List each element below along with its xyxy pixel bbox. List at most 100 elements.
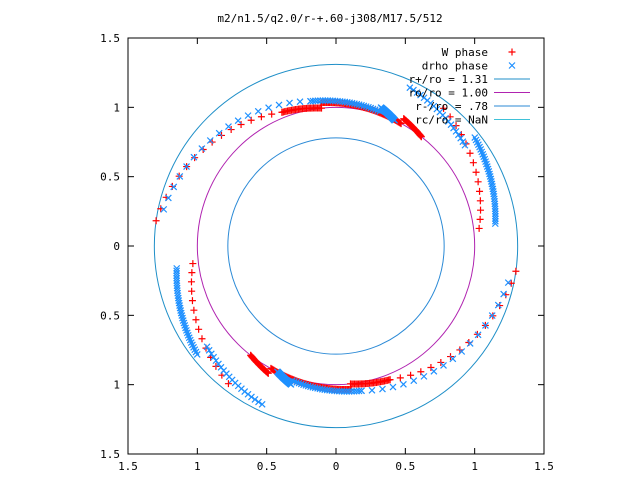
drho-phase-point <box>190 153 198 161</box>
drho-phase-point <box>461 141 469 149</box>
drho-phase-point <box>193 350 201 358</box>
w-phase-point <box>264 369 272 377</box>
w-phase-point <box>477 206 485 214</box>
drho-phase-point <box>376 108 384 115</box>
drho-phase-point <box>482 322 489 329</box>
drho-phase-point <box>343 388 351 395</box>
drho-phase-point <box>494 301 502 309</box>
drho-phase-point <box>173 267 181 275</box>
w-phase-point <box>400 115 408 123</box>
w-phase-point <box>268 110 276 118</box>
y-tick-label: 1 <box>113 379 120 392</box>
chart-title: m2/n1.5/q2.0/r-+.60-j308/M17.5/512 <box>217 12 442 25</box>
drho-phase-point <box>206 137 214 144</box>
w-phase-point <box>508 48 516 56</box>
drho-phase-point <box>176 173 184 180</box>
drho-phase-point <box>324 97 332 105</box>
drho-phase-point <box>293 378 301 386</box>
drho-phase-point <box>368 386 376 394</box>
x-tick-label: 1.5 <box>534 460 554 473</box>
drho-phase-point <box>183 163 190 170</box>
x-tick-label: 1 <box>471 460 478 473</box>
w-phase-point <box>469 159 477 167</box>
drho-phase-point <box>491 215 499 223</box>
circle-r-ro-1-31 <box>153 63 519 429</box>
w-phase-point <box>472 168 480 176</box>
w-phase-point <box>386 376 394 384</box>
legend-label: r-/ro = .78 <box>415 100 488 113</box>
drho-phase-point <box>466 340 474 347</box>
w-phase-point <box>198 335 206 343</box>
drho-phase-point <box>212 357 220 365</box>
w-phase-point <box>466 149 474 157</box>
legend-label: ro/ro = 1.00 <box>409 87 488 100</box>
drho-phase-point <box>358 387 365 395</box>
drho-phase-point <box>440 361 447 369</box>
circle-ro-ro-1-00 <box>196 106 476 386</box>
drho-phase-point <box>295 379 303 387</box>
w-phase-point <box>247 116 255 124</box>
drho-phase-point <box>449 355 457 363</box>
drho-phase-point <box>203 343 211 351</box>
drho-phase-point <box>508 62 516 69</box>
series-drho-phase <box>160 84 512 408</box>
drho-phase-point <box>454 131 462 139</box>
drho-phase-point <box>275 101 283 109</box>
drho-phase-point <box>210 353 218 361</box>
w-phase-point <box>440 104 448 112</box>
drho-phase-point <box>177 307 185 315</box>
w-phase-point <box>278 108 286 116</box>
w-phase-point <box>417 368 425 376</box>
w-phase-point <box>427 364 435 372</box>
drho-phase-point <box>452 127 460 135</box>
w-phase-point <box>195 325 203 333</box>
w-phase-point <box>237 120 245 128</box>
drho-phase-point <box>471 134 479 142</box>
drho-phase-point <box>488 182 496 190</box>
drho-phase-point <box>178 312 186 319</box>
drho-phase-point <box>160 205 168 213</box>
w-phase-point <box>475 224 483 232</box>
w-phase-point <box>474 178 482 186</box>
drho-phase-point <box>458 348 466 355</box>
drho-phase-point <box>321 97 329 104</box>
drho-phase-point <box>365 103 372 111</box>
w-phase-point <box>188 287 196 295</box>
y-tick-label: 0 <box>113 240 120 253</box>
y-tick-label: 0.5 <box>100 309 120 322</box>
drho-phase-point <box>176 304 184 312</box>
drho-phase-point <box>420 372 428 380</box>
drho-phase-point <box>486 173 494 180</box>
drho-phase-point <box>309 97 317 105</box>
w-phase-point <box>190 306 198 314</box>
w-phase-point <box>512 267 520 275</box>
drho-phase-point <box>367 104 375 112</box>
x-tick-label: 0.5 <box>257 460 277 473</box>
drho-phase-point <box>457 134 465 142</box>
w-phase-point <box>257 113 265 121</box>
drho-phase-point <box>225 123 232 131</box>
w-phase-point <box>189 260 197 268</box>
drho-phase-point <box>369 105 377 113</box>
w-phase-point <box>476 197 484 205</box>
w-phase-point <box>188 297 196 305</box>
drho-phase-point <box>296 98 304 106</box>
legend-label: W phase <box>442 46 488 59</box>
drho-phase-point <box>177 309 185 317</box>
drho-phase-point <box>234 117 242 125</box>
legend-label: drho phase <box>422 60 488 73</box>
drho-phase-point <box>288 377 296 384</box>
drho-phase-point <box>265 104 272 112</box>
y-tick-label: 1 <box>113 101 120 114</box>
drho-phase-point <box>300 381 307 389</box>
drho-phase-point <box>254 107 262 115</box>
drho-phase-point <box>500 290 508 298</box>
legend-label: r+/ro = 1.31 <box>409 73 488 86</box>
x-tick-label: 1.5 <box>118 460 138 473</box>
y-tick-label: 1.5 <box>100 32 120 45</box>
drho-phase-point <box>410 377 418 385</box>
w-phase-point <box>476 215 484 223</box>
drho-phase-point <box>297 380 305 388</box>
drho-phase-point <box>430 367 438 375</box>
